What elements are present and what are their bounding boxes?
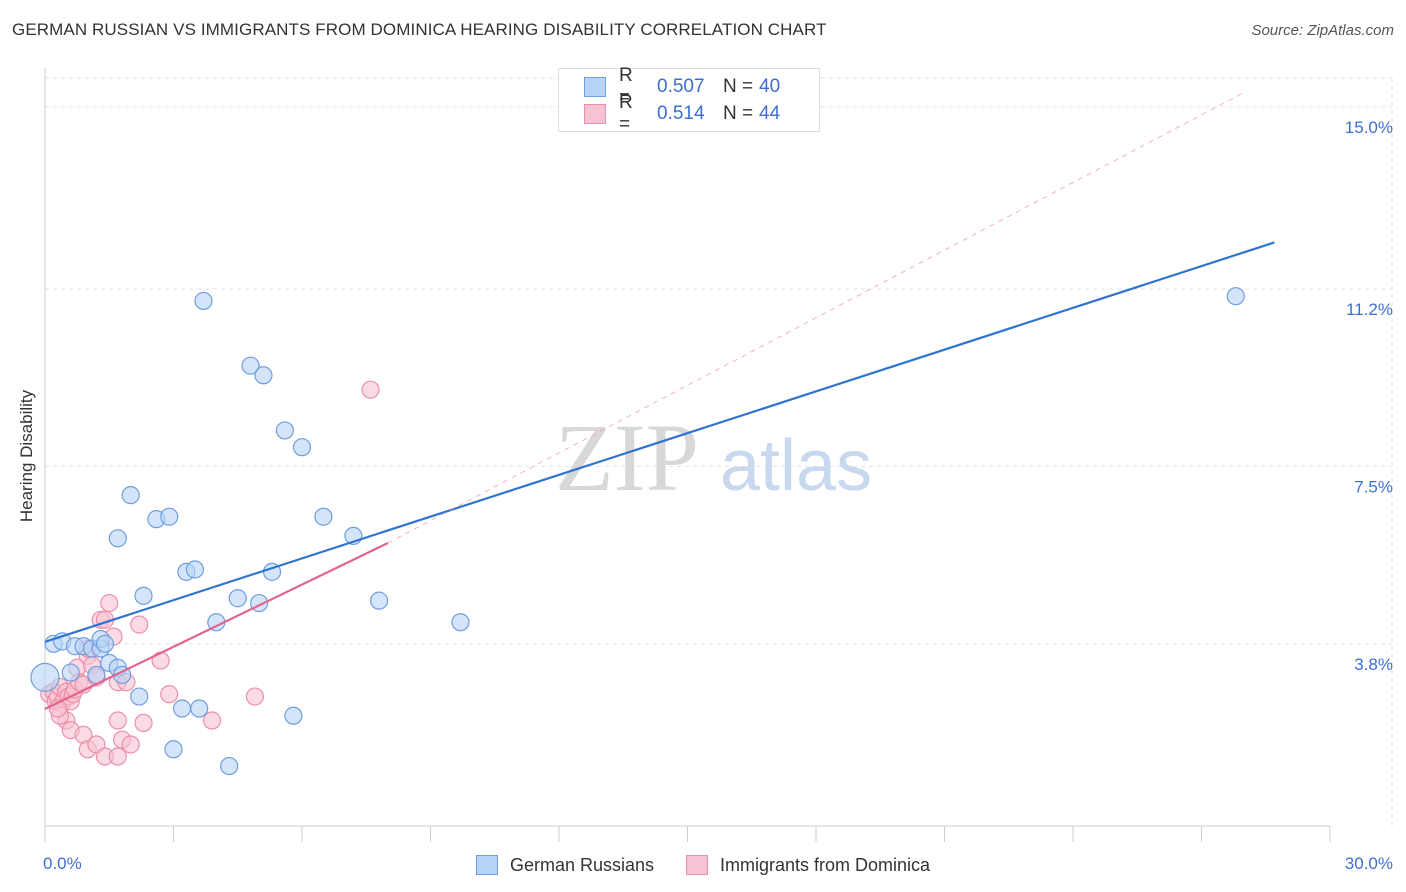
german-russians-point <box>172 699 192 718</box>
legend-n-value: 44 <box>759 103 781 124</box>
watermark: ZIP atlas <box>555 404 872 511</box>
german-russians-point <box>284 706 303 725</box>
dominica-trend-line <box>44 542 389 710</box>
legend-r-value: 0.507 <box>657 76 705 97</box>
dominica-point <box>130 615 149 634</box>
source-credit: Source: ZipAtlas.com <box>1251 22 1394 39</box>
german-russians-point <box>292 438 312 457</box>
legend-label-german-russians: German Russians <box>509 854 654 875</box>
legend-item-dominica: Immigrants from Dominica <box>686 855 930 876</box>
german-russians-point <box>30 662 60 692</box>
legend-swatch-blue <box>475 855 498 875</box>
trend-lines <box>44 91 1275 710</box>
legend-n-label: N = <box>723 103 754 124</box>
german-russians-point <box>314 507 333 526</box>
german-russians-point <box>130 687 149 706</box>
dominica-point <box>151 651 170 670</box>
y-tick-label: 11.2% <box>1346 300 1393 319</box>
legend-row-german-russians: R = 0.507 N = 40 <box>584 65 781 108</box>
y-tick-label: 15.0% <box>1345 118 1393 137</box>
german-russians-point <box>275 421 294 440</box>
tick-labels: 3.8% 7.5% 11.2% 15.0% 0.0% 30.0% <box>43 118 1393 873</box>
german-russians-point <box>61 663 80 682</box>
grid <box>45 77 1393 826</box>
legend-r-label: R = <box>619 92 633 135</box>
dominica-point <box>108 747 127 766</box>
legend-swatch-blue <box>584 77 606 97</box>
german-russians-point <box>254 366 273 385</box>
y-tick-label: 3.8% <box>1354 655 1393 674</box>
legend-r-label: R = <box>619 65 633 108</box>
x-tick-label: 0.0% <box>43 854 82 873</box>
dominica-point <box>121 735 140 754</box>
german-russians-point <box>160 507 179 526</box>
x-tick-label: 30.0% <box>1345 854 1393 873</box>
legend-n-label: N = <box>723 76 754 97</box>
dominica-point <box>245 687 264 706</box>
german-russians-point <box>134 586 153 605</box>
watermark-zip: ZIP <box>555 404 699 511</box>
dominica-point <box>202 711 222 730</box>
german-russians-point <box>228 589 247 608</box>
legend-n-value: 40 <box>759 76 781 97</box>
german-russians-point <box>220 756 239 776</box>
dominica-point <box>361 380 380 399</box>
chart-title: GERMAN RUSSIAN VS IMMIGRANTS FROM DOMINI… <box>12 20 827 39</box>
legend-swatch-pink <box>584 104 606 124</box>
german-russians-point <box>451 613 470 632</box>
german-russians-point <box>1226 287 1245 306</box>
watermark-atlas: atlas <box>720 426 872 506</box>
correlation-legend: R = 0.507 N = 40 R = 0.514 N = 44 <box>558 65 820 135</box>
dominica-trend-extension <box>387 91 1245 544</box>
german-russians-point <box>190 699 209 718</box>
dominica-point <box>134 713 153 733</box>
dominica-point <box>100 593 119 613</box>
y-tick-label: 7.5% <box>1354 477 1393 496</box>
legend-label-dominica: Immigrants from Dominica <box>720 854 931 875</box>
german-russians-point <box>241 356 260 375</box>
german-russians-point <box>370 591 389 610</box>
german-russians-point <box>164 740 183 759</box>
german-russians-point <box>194 291 213 311</box>
german-russians-point <box>95 634 115 653</box>
series-legend: German Russians Immigrants from Dominica <box>0 852 1406 878</box>
legend-item-german-russians: German Russians <box>475 854 654 876</box>
german-russians-trend-line <box>44 241 1275 643</box>
legend-swatch-pink <box>686 855 708 875</box>
german-russians-point <box>108 529 127 548</box>
german-russians-point <box>121 486 140 505</box>
german-russians-point <box>185 560 205 579</box>
legend-r-value: 0.514 <box>657 103 705 124</box>
dominica-point <box>160 685 179 704</box>
data-points <box>30 287 1245 776</box>
dominica-point <box>108 711 127 730</box>
legend-row-dominica: R = 0.514 N = 44 <box>584 92 781 135</box>
